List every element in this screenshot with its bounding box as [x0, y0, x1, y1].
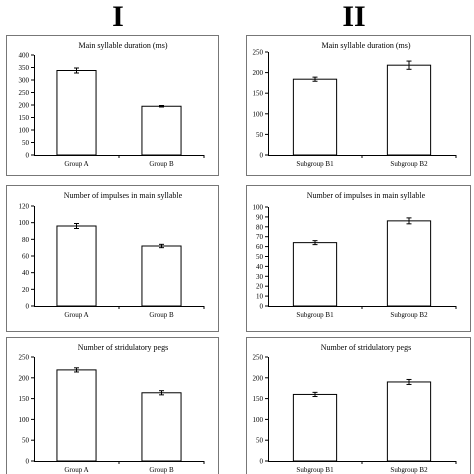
y-tick-label: 0	[260, 458, 264, 466]
y-tick-label: 100	[253, 204, 264, 212]
x-tick-label: Group A	[64, 160, 88, 168]
y-tick-label: 50	[256, 131, 264, 139]
y-tick-label: 80	[256, 223, 264, 231]
y-tick-label: 50	[256, 437, 264, 445]
x-tick-label: Subgroup B1	[296, 466, 334, 474]
chart-frame	[6, 337, 219, 474]
chart-pegs-subgroups: Number of stridulatory pegs 0 50 100 150 200 2…	[246, 337, 471, 474]
y-tick-label: 30	[256, 273, 264, 281]
x-tick-label: Group A	[64, 311, 88, 319]
chart-impulses-groups: Number of impulses in main syllable 0 20 40…	[6, 185, 219, 332]
y-tick-label: 10	[256, 293, 264, 301]
x-tick-label: Subgroup B2	[390, 311, 428, 319]
x-tick-label: Group B	[149, 466, 174, 474]
chart-title: Number of impulses in main syllable	[307, 191, 426, 200]
y-tick-label: 0	[26, 152, 30, 160]
chart-frame	[246, 185, 471, 332]
chart-impulses-subgroups: Number of impulses in main syllable 0 10 20…	[246, 185, 471, 332]
y-tick-label: 100	[19, 127, 30, 135]
chart-title: Main syllable duration (ms)	[321, 41, 410, 50]
y-tick-label: 200	[253, 374, 264, 382]
y-tick-label: 60	[22, 253, 30, 261]
y-tick-label: 150	[253, 90, 264, 98]
y-tick-label: 150	[19, 395, 30, 403]
y-tick-label: 80	[22, 236, 30, 244]
y-tick-label: 50	[256, 253, 264, 261]
y-tick-label: 200	[19, 102, 30, 110]
y-tick-label: 0	[260, 152, 264, 160]
chart-title: Number of stridulatory pegs	[321, 343, 411, 352]
chart-main-duration-groups: Main syllable duration (ms) 0 50 100 150 200 2…	[6, 35, 219, 176]
y-tick-label: 150	[19, 114, 30, 122]
y-tick-label: 0	[260, 303, 264, 311]
y-tick-label: 250	[19, 89, 30, 97]
bar	[292, 78, 338, 156]
y-tick-label: 0	[26, 458, 30, 466]
y-tick-label: 200	[253, 69, 264, 77]
y-tick-label: 300	[19, 77, 30, 85]
chart-frame	[246, 35, 471, 176]
y-tick-label: 250	[253, 354, 264, 362]
y-tick-label: 250	[19, 354, 30, 362]
chart-frame	[6, 35, 219, 176]
x-tick-label: Subgroup B2	[390, 160, 428, 168]
y-tick-label: 150	[253, 395, 264, 403]
column-label-left: I	[112, 0, 124, 33]
x-tick-label: Subgroup B1	[296, 160, 334, 168]
y-tick-label: 40	[256, 263, 264, 271]
bar	[141, 245, 182, 307]
y-tick-label: 250	[253, 49, 264, 57]
y-tick-label: 400	[19, 52, 30, 60]
y-tick-label: 90	[256, 213, 264, 221]
y-tick-label: 100	[253, 110, 264, 118]
chart-frame	[6, 185, 219, 332]
bar	[56, 369, 97, 462]
y-tick-label: 120	[19, 203, 30, 211]
bar	[141, 105, 182, 156]
y-tick-label: 70	[256, 233, 264, 241]
chart-pegs-groups: Number of stridulatory pegs 0 50 100 150 200 2…	[6, 337, 219, 474]
x-tick-label: Group B	[149, 311, 174, 319]
y-tick-label: 100	[19, 219, 30, 227]
y-tick-label: 50	[22, 437, 30, 445]
bar	[56, 225, 97, 307]
chart-main-duration-subgroups: Main syllable duration (ms) 0 50 100 150 200 2…	[246, 35, 471, 176]
y-tick-label: 0	[26, 303, 30, 311]
bar	[386, 381, 432, 462]
x-tick-label: Group B	[149, 160, 174, 168]
y-tick-label: 100	[253, 416, 264, 424]
y-tick-label: 100	[19, 416, 30, 424]
x-tick-label: Group A	[64, 466, 88, 474]
bar	[56, 70, 97, 156]
y-tick-label: 20	[256, 283, 264, 291]
x-tick-label: Subgroup B1	[296, 311, 334, 319]
y-tick-label: 50	[22, 139, 30, 147]
chart-title: Main syllable duration (ms)	[78, 41, 167, 50]
x-tick-label: Subgroup B2	[390, 466, 428, 474]
chart-title: Number of stridulatory pegs	[78, 343, 168, 352]
chart-frame	[246, 337, 471, 474]
bar	[292, 242, 338, 307]
y-tick-label: 200	[19, 374, 30, 382]
y-tick-label: 60	[256, 243, 264, 251]
bar	[141, 392, 182, 462]
bar	[386, 220, 432, 307]
chart-title: Number of impulses in main syllable	[64, 191, 183, 200]
bar	[292, 393, 338, 462]
y-tick-label: 350	[19, 64, 30, 72]
y-tick-label: 40	[22, 269, 30, 277]
bar	[386, 64, 432, 156]
column-label-right: II	[342, 0, 366, 33]
y-tick-label: 20	[22, 286, 30, 294]
